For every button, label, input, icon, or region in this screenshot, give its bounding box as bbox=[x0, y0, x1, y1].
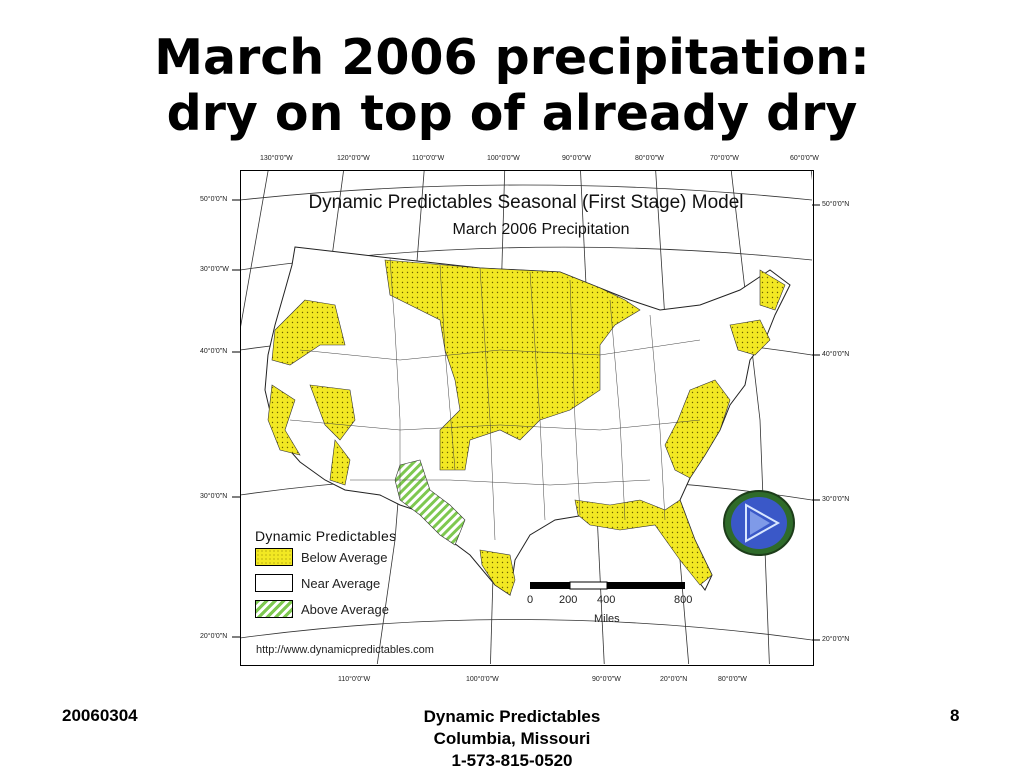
right-tick-label: 20°0'0"N bbox=[822, 636, 850, 643]
right-tick-label: 40°0'0"N bbox=[822, 351, 850, 358]
legend-item-below: Below Average bbox=[255, 544, 396, 570]
legend-swatch-above bbox=[255, 600, 293, 618]
legend-label: Near Average bbox=[301, 575, 381, 591]
frame-ticks bbox=[232, 199, 820, 641]
footer-contact: Dynamic Predictables Columbia, Missouri … bbox=[312, 706, 712, 772]
right-tick-label: 50°0'0"N bbox=[822, 201, 850, 208]
left-tick-label: 20°0'0"N bbox=[200, 633, 228, 640]
left-tick-label: 30°0'0"W bbox=[200, 266, 229, 273]
scale-label: 200 bbox=[559, 594, 578, 606]
bottom-tick-label: 100°0'0"W bbox=[466, 676, 499, 683]
state-boundaries bbox=[289, 257, 701, 541]
footer-date: 20060304 bbox=[62, 706, 138, 725]
bottom-tick-label: 20°0'0"N bbox=[660, 676, 688, 683]
below-average-regions bbox=[267, 259, 786, 596]
scale-label: 0 bbox=[527, 594, 534, 606]
legend-label: Above Average bbox=[301, 601, 389, 617]
legend-swatch-near bbox=[255, 574, 293, 592]
footer-location: Columbia, Missouri bbox=[433, 729, 591, 748]
left-tick-label: 40°0'0"N bbox=[200, 348, 228, 355]
legend-title: Dynamic Predictables bbox=[255, 528, 397, 544]
top-tick-label: 130°0'0"W bbox=[260, 155, 293, 162]
bottom-tick-label: 110°0'0"W bbox=[338, 676, 371, 683]
legend-item-near: Near Average bbox=[255, 570, 396, 596]
footer-company: Dynamic Predictables bbox=[423, 707, 601, 726]
map-legend: Dynamic Predictables Below Average Near … bbox=[255, 528, 396, 622]
left-tick-label: 50°0'0"N bbox=[200, 196, 228, 203]
play-triangle-logo-icon bbox=[723, 490, 795, 556]
legend-label: Below Average bbox=[301, 549, 388, 565]
slide-title-line2: dry on top of already dry bbox=[166, 85, 858, 142]
map-title: Dynamic Predictables Seasonal (First Sta… bbox=[308, 192, 744, 213]
slide-title-line1: March 2006 precipitation: bbox=[154, 29, 870, 86]
top-tick-label: 100°0'0"W bbox=[487, 155, 520, 162]
left-tick-label: 30°0'0"N bbox=[200, 493, 228, 500]
slide-number: 8 bbox=[950, 706, 960, 725]
top-tick-label: 70°0'0"W bbox=[710, 155, 739, 162]
top-tick-label: 80°0'0"W bbox=[635, 155, 664, 162]
right-tick-label: 30°0'0"N bbox=[822, 496, 850, 503]
bottom-tick-label: 90°0'0"W bbox=[592, 676, 621, 683]
top-tick-label: 90°0'0"W bbox=[562, 155, 591, 162]
source-url: http://www.dynamicpredictables.com bbox=[256, 644, 434, 656]
scale-label: 400 bbox=[597, 594, 616, 606]
map-subtitle: March 2006 Precipitation bbox=[452, 221, 630, 238]
top-tick-label: 120°0'0"W bbox=[337, 155, 370, 162]
top-tick-label: 60°0'0"W bbox=[790, 155, 819, 162]
legend-item-above: Above Average bbox=[255, 596, 396, 622]
footer-phone: 1-573-815-0520 bbox=[451, 751, 573, 770]
bottom-tick-label: 80°0'0"W bbox=[718, 676, 747, 683]
slide-title: March 2006 precipitation: dry on top of … bbox=[0, 30, 1024, 142]
scale-bar bbox=[530, 581, 685, 590]
scale-label: 800 bbox=[674, 594, 693, 606]
scale-unit: Miles bbox=[594, 613, 620, 625]
legend-swatch-below bbox=[255, 548, 293, 566]
top-tick-label: 110°0'0"W bbox=[412, 155, 445, 162]
